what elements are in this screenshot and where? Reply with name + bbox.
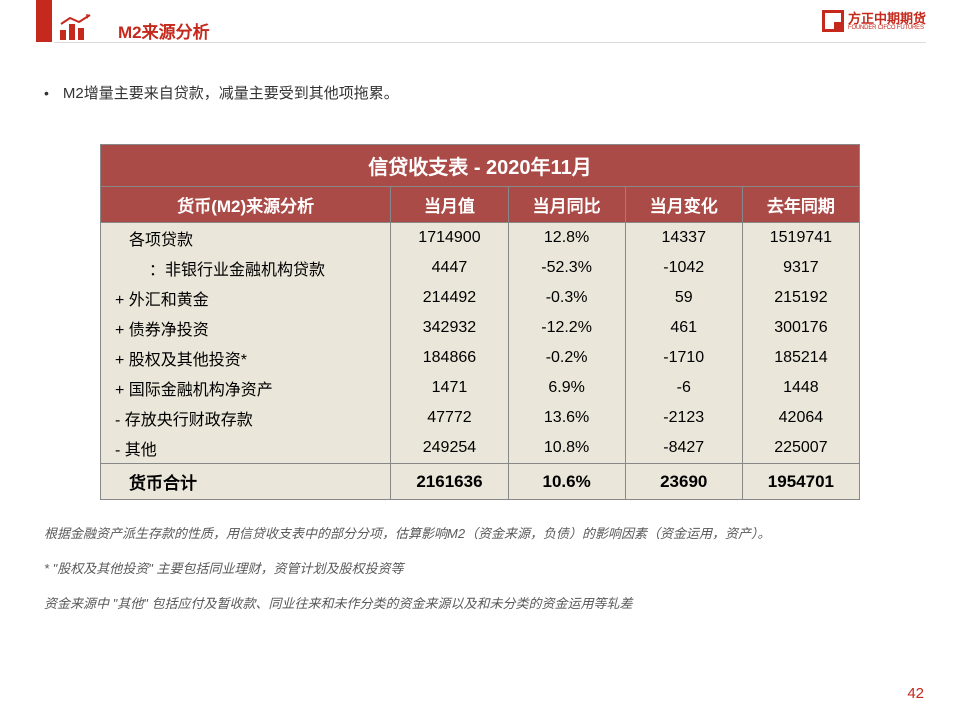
table-title: 信贷收支表 - 2020年11月 <box>101 145 860 187</box>
cell: 14337 <box>625 223 742 254</box>
cell: 214492 <box>391 283 508 313</box>
cell: 13.6% <box>508 403 625 433</box>
cell: + 外汇和黄金 <box>101 283 391 313</box>
cell: 1954701 <box>742 464 859 500</box>
cell: 47772 <box>391 403 508 433</box>
cell: 1471 <box>391 373 508 403</box>
table-row: + 债券净投资 342932 -12.2% 461 300176 <box>101 313 860 343</box>
cell: 59 <box>625 283 742 313</box>
cell: + 债券净投资 <box>101 313 391 343</box>
cell: 225007 <box>742 433 859 464</box>
cell: -1042 <box>625 253 742 283</box>
cell: -6 <box>625 373 742 403</box>
cell: 461 <box>625 313 742 343</box>
table-row: ：非银行业金融机构贷款 4447 -52.3% -1042 9317 <box>101 253 860 283</box>
note-1: 根据金融资产派生存款的性质，用信贷收支表中的部分分项，估算影响M2（资金来源，负… <box>44 524 916 545</box>
cell: 1519741 <box>742 223 859 254</box>
table-row: + 股权及其他投资* 184866 -0.2% -1710 185214 <box>101 343 860 373</box>
col-header: 当月变化 <box>625 187 742 223</box>
brand-logo: 方正中期期货 FOUNDER CIFCO FUTURES <box>822 10 926 32</box>
logo-mark-icon <box>822 10 844 32</box>
cell: 9317 <box>742 253 859 283</box>
cell: 12.8% <box>508 223 625 254</box>
note-3: 资金来源中 "其他" 包括应付及暂收款、同业往来和未作分类的资金来源以及和未分类… <box>44 594 916 615</box>
table-row: + 国际金融机构净资产 1471 6.9% -6 1448 <box>101 373 860 403</box>
cell: 各项贷款 <box>101 223 391 254</box>
m2-table: 信贷收支表 - 2020年11月 货币(M2)来源分析 当月值 当月同比 当月变… <box>100 144 860 500</box>
cell: 4447 <box>391 253 508 283</box>
cell: 10.6% <box>508 464 625 500</box>
cell: - 其他 <box>101 433 391 464</box>
page-number: 42 <box>907 685 924 702</box>
col-header: 当月同比 <box>508 187 625 223</box>
col-header: 货币(M2)来源分析 <box>101 187 391 223</box>
bullet-marker: • <box>44 82 49 104</box>
cell: -0.2% <box>508 343 625 373</box>
logo-text-en: FOUNDER CIFCO FUTURES <box>848 25 926 31</box>
bullet-text: M2增量主要来自贷款，减量主要受到其他项拖累。 <box>63 82 399 103</box>
col-header: 当月值 <box>391 187 508 223</box>
cell: -2123 <box>625 403 742 433</box>
cell: 1714900 <box>391 223 508 254</box>
cell: -8427 <box>625 433 742 464</box>
footnotes: 根据金融资产派生存款的性质，用信贷收支表中的部分分项，估算影响M2（资金来源，负… <box>44 524 916 628</box>
cell: -0.3% <box>508 283 625 313</box>
cell: 215192 <box>742 283 859 313</box>
table-title-row: 信贷收支表 - 2020年11月 <box>101 145 860 187</box>
chart-icon <box>58 14 98 40</box>
table-row: + 外汇和黄金 214492 -0.3% 59 215192 <box>101 283 860 313</box>
cell: 185214 <box>742 343 859 373</box>
table-row: - 其他 249254 10.8% -8427 225007 <box>101 433 860 464</box>
table-row: 各项贷款 1714900 12.8% 14337 1519741 <box>101 223 860 254</box>
cell: 6.9% <box>508 373 625 403</box>
table-header-row: 货币(M2)来源分析 当月值 当月同比 当月变化 去年同期 <box>101 187 860 223</box>
cell: 249254 <box>391 433 508 464</box>
cell: 2161636 <box>391 464 508 500</box>
logo-text-cn: 方正中期期货 <box>848 12 926 25</box>
note-2: * "股权及其他投资" 主要包括同业理财，资管计划及股权投资等 <box>44 559 916 580</box>
page-title: M2来源分析 <box>118 18 210 43</box>
table-total-row: 货币合计 2161636 10.6% 23690 1954701 <box>101 464 860 500</box>
cell: -52.3% <box>508 253 625 283</box>
cell: 10.8% <box>508 433 625 464</box>
cell: ：非银行业金融机构贷款 <box>101 253 391 283</box>
cell: - 存放央行财政存款 <box>101 403 391 433</box>
table-row: - 存放央行财政存款 47772 13.6% -2123 42064 <box>101 403 860 433</box>
cell: 184866 <box>391 343 508 373</box>
cell: 300176 <box>742 313 859 343</box>
cell: -1710 <box>625 343 742 373</box>
cell: + 股权及其他投资* <box>101 343 391 373</box>
col-header: 去年同期 <box>742 187 859 223</box>
cell: -12.2% <box>508 313 625 343</box>
cell: 23690 <box>625 464 742 500</box>
cell: 货币合计 <box>101 464 391 500</box>
accent-bar <box>36 0 52 42</box>
bullet-item: • M2增量主要来自贷款，减量主要受到其他项拖累。 <box>44 82 399 104</box>
cell: + 国际金融机构净资产 <box>101 373 391 403</box>
cell: 1448 <box>742 373 859 403</box>
cell: 42064 <box>742 403 859 433</box>
cell: 342932 <box>391 313 508 343</box>
header-divider <box>54 42 926 43</box>
